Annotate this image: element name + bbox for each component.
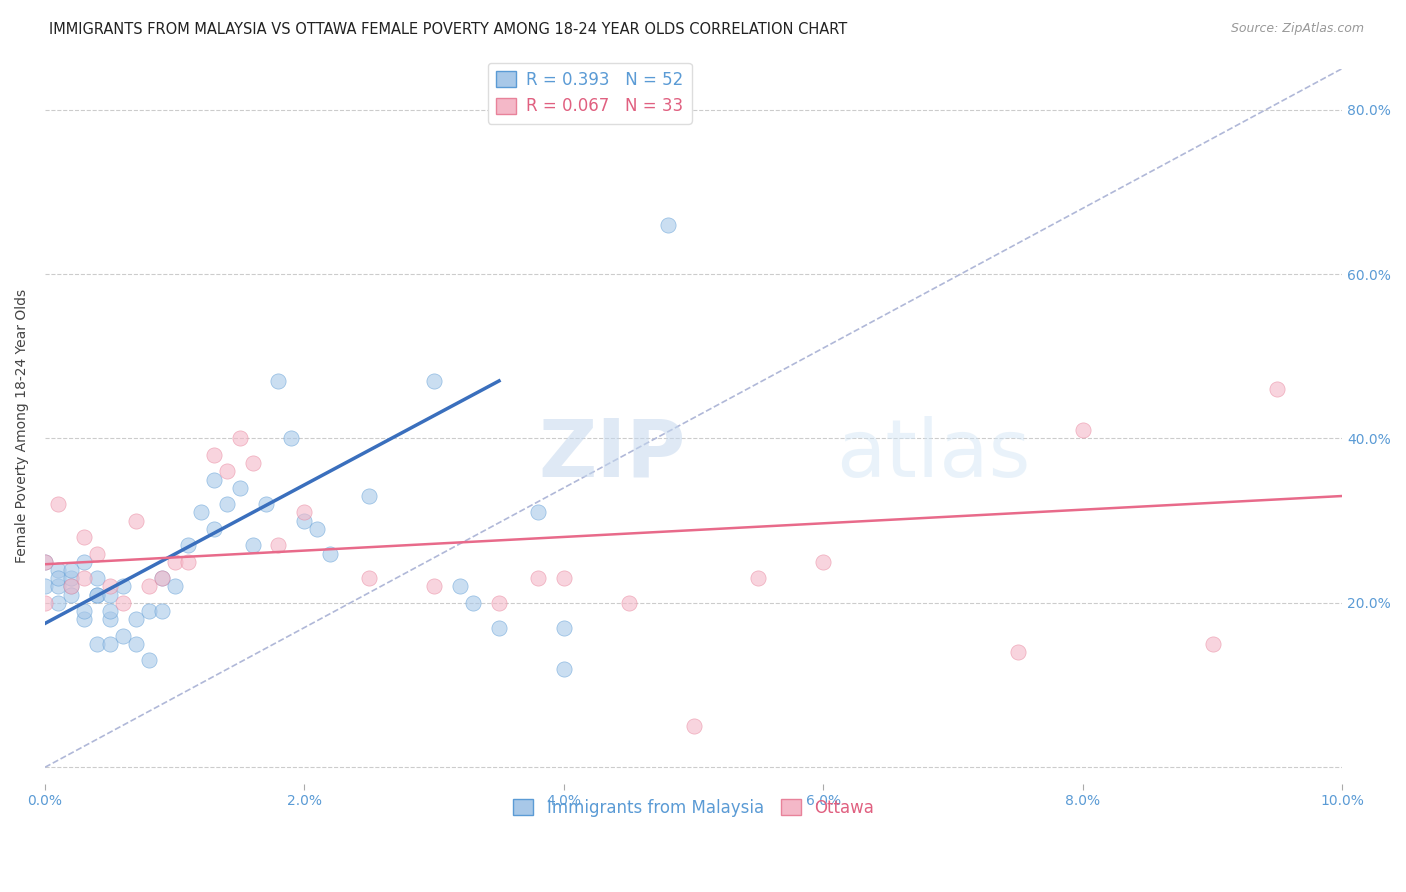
Point [73, 555, 96, 569]
Point [86, 547, 108, 561]
Point [202, 473, 225, 487]
Point [59, 571, 82, 585]
Point [488, 621, 510, 635]
Point [150, 571, 173, 585]
Point [59, 588, 82, 602]
Point [111, 629, 134, 643]
Point [59, 579, 82, 593]
Point [657, 218, 679, 232]
Point [423, 579, 446, 593]
Point [125, 637, 148, 651]
Point [86, 588, 108, 602]
Point [294, 514, 316, 528]
Point [319, 547, 342, 561]
Point [163, 555, 186, 569]
Point [359, 571, 381, 585]
Point [215, 497, 238, 511]
Y-axis label: Female Poverty Among 18-24 Year Olds: Female Poverty Among 18-24 Year Olds [15, 289, 30, 563]
Point [280, 432, 302, 446]
Point [73, 571, 96, 585]
Point [98, 588, 121, 602]
Point [242, 456, 264, 470]
Point [34, 555, 56, 569]
Point [46, 563, 69, 577]
Point [125, 514, 148, 528]
Text: IMMIGRANTS FROM MALAYSIA VS OTTAWA FEMALE POVERTY AMONG 18-24 YEAR OLDS CORRELAT: IMMIGRANTS FROM MALAYSIA VS OTTAWA FEMAL… [49, 22, 848, 37]
Point [527, 571, 550, 585]
Point [267, 374, 290, 388]
Point [202, 448, 225, 462]
Point [98, 579, 121, 593]
Point [1267, 382, 1289, 396]
Point [527, 505, 550, 519]
Point [461, 596, 484, 610]
Point [553, 571, 575, 585]
Point [111, 596, 134, 610]
Point [202, 522, 225, 536]
Point [359, 489, 381, 503]
Point [163, 579, 186, 593]
Point [125, 612, 148, 626]
Point [98, 604, 121, 618]
Point [34, 596, 56, 610]
Point [449, 579, 471, 593]
Point [46, 579, 69, 593]
Point [176, 538, 198, 552]
Point [138, 579, 160, 593]
Point [34, 579, 56, 593]
Point [242, 538, 264, 552]
Point [294, 505, 316, 519]
Point [46, 497, 69, 511]
Point [423, 374, 446, 388]
Point [98, 637, 121, 651]
Point [150, 571, 173, 585]
Point [73, 530, 96, 544]
Point [176, 555, 198, 569]
Point [1201, 637, 1223, 651]
Point [73, 612, 96, 626]
Point [86, 588, 108, 602]
Point [813, 555, 835, 569]
Point [111, 579, 134, 593]
Point [138, 604, 160, 618]
Point [307, 522, 329, 536]
Text: Source: ZipAtlas.com: Source: ZipAtlas.com [1230, 22, 1364, 36]
Point [34, 555, 56, 569]
Point [228, 481, 250, 495]
Point [98, 612, 121, 626]
Text: ZIP: ZIP [538, 416, 685, 494]
Point [138, 653, 160, 667]
Point [682, 719, 704, 733]
Point [59, 563, 82, 577]
Point [1071, 423, 1094, 437]
Point [46, 596, 69, 610]
Point [553, 621, 575, 635]
Point [86, 571, 108, 585]
Point [617, 596, 640, 610]
Point [150, 604, 173, 618]
Point [747, 571, 769, 585]
Point [254, 497, 277, 511]
Point [59, 579, 82, 593]
Point [228, 432, 250, 446]
Point [46, 571, 69, 585]
Point [190, 505, 212, 519]
Point [86, 637, 108, 651]
Point [1007, 645, 1029, 659]
Legend: Immigrants from Malaysia, Ottawa: Immigrants from Malaysia, Ottawa [505, 791, 882, 825]
Point [73, 604, 96, 618]
Point [553, 662, 575, 676]
Text: atlas: atlas [837, 416, 1031, 494]
Point [488, 596, 510, 610]
Point [215, 464, 238, 478]
Point [267, 538, 290, 552]
